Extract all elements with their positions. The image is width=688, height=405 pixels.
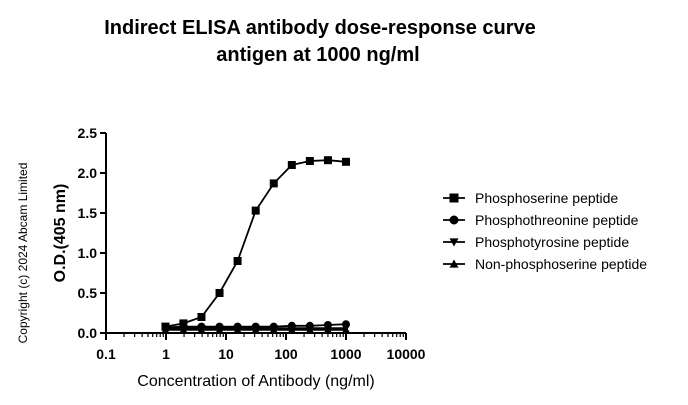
y-tick-label: 0.0 [78,325,98,341]
data-point [179,325,188,333]
data-point [215,289,224,297]
data-point [342,157,350,166]
series-line [165,159,347,328]
legend-item: Phosphoserine peptide [443,190,618,206]
chart-title: Indirect ELISA antibody dose-response cu… [104,17,536,39]
legend-label: Non-phosphoserine peptide [475,256,647,272]
legend-item: Phosphothreonine peptide [443,212,639,228]
legend-item: Non-phosphoserine peptide [443,256,647,272]
data-point [197,325,206,333]
x-tick-label: 0.1 [96,346,116,362]
data-point [269,325,278,333]
legend-label: Phosphotyrosine peptide [475,234,629,250]
data-point [251,325,260,333]
data-point [323,325,332,333]
legend-marker [449,193,459,203]
data-point [269,179,278,188]
x-tick-label: 10000 [387,346,426,362]
y-tick-label: 2.5 [78,125,98,141]
legend-marker [449,238,459,247]
legend-label: Phosphothreonine peptide [475,212,639,228]
data-point [287,325,296,333]
legend: Phosphoserine peptide Phosphothreonine pe… [443,190,647,272]
plot-area [161,156,350,333]
y-axis-label: O.D.(405 nm) [52,184,69,283]
data-point [342,325,350,333]
y-tick-label: 0.5 [78,285,98,301]
series-4 [161,325,350,333]
data-point [323,156,332,165]
data-point [233,325,242,333]
x-tick-label: 10 [218,346,234,362]
data-point [161,325,170,333]
legend-label: Phosphoserine peptide [475,190,618,206]
data-point [287,161,296,169]
axes: 0.0 0.5 1.0 1.5 2.0 2.5 0.1 1 10 100 1000 10000 [78,125,426,362]
data-point [251,206,260,215]
data-point [197,313,206,321]
x-axis-label: Concentration of Antibody (ng/ml) [137,373,374,390]
y-tick-label: 1.0 [78,245,98,261]
legend-marker [449,259,459,268]
legend-marker [449,215,459,225]
y-tick-label: 2.0 [78,165,98,181]
y-tick-label: 1.5 [78,205,98,221]
legend-item: Phosphotyrosine peptide [443,234,629,250]
data-point [215,325,224,333]
data-point [305,325,314,333]
chart-subtitle: antigen at 1000 ng/ml [216,44,419,66]
data-point [233,257,242,265]
x-tick-label: 1 [162,346,170,362]
copyright-text: Copyright (c) 2024 Abcam Limited [16,163,30,344]
x-tick-label: 1000 [330,346,361,362]
data-point [305,157,314,165]
x-tick-label: 100 [274,346,298,362]
series-1 [161,156,350,331]
